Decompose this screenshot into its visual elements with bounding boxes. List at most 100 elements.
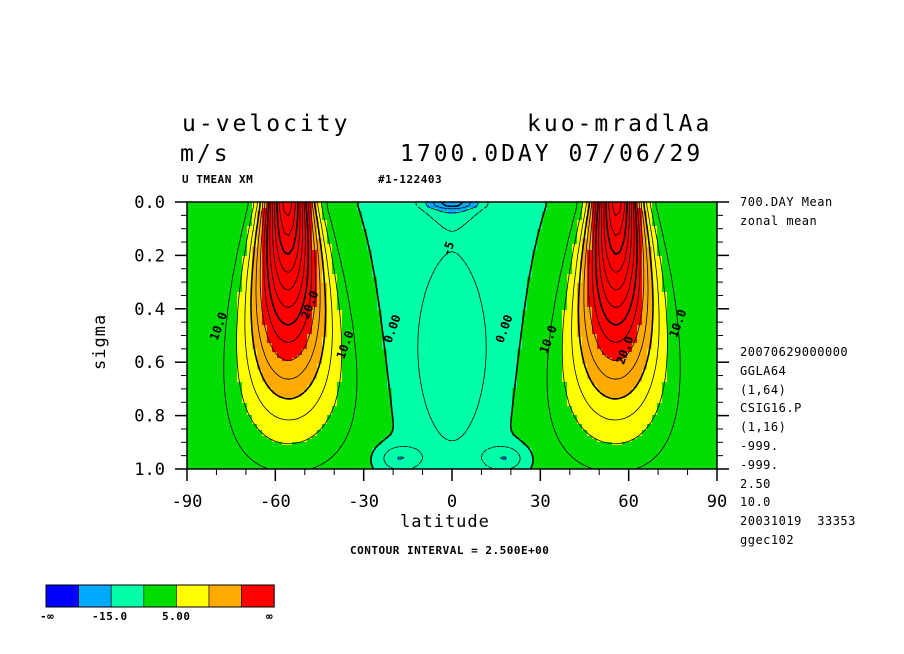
fill-cell [547, 205, 583, 209]
fill-cell [262, 271, 318, 275]
fill-cell [322, 427, 393, 431]
fill-cell [537, 241, 578, 245]
fill-cell [562, 316, 578, 320]
fill-cell [587, 292, 643, 296]
fill-cell [642, 202, 653, 206]
fill-cell [392, 430, 513, 434]
fill-cell [532, 259, 573, 263]
fill-cell [387, 355, 518, 359]
fill-cell [392, 427, 513, 431]
fill-cell [187, 433, 263, 437]
fill-cell [267, 340, 308, 344]
fill-cell [282, 358, 293, 362]
fill-cell [642, 433, 717, 437]
fill-cell [667, 367, 717, 371]
fill-cell [647, 361, 668, 365]
fill-cell [572, 268, 583, 272]
fill-cell [562, 370, 588, 374]
fill-cell [257, 238, 263, 242]
fill-cell [187, 415, 253, 419]
fill-cell [532, 457, 717, 461]
fill-cell [587, 265, 643, 269]
fill-cell [187, 352, 238, 356]
fill-cell [592, 313, 643, 317]
fill-cell [257, 367, 318, 371]
fill-cell [327, 223, 363, 227]
fill-cell [322, 424, 393, 428]
fill-cell [262, 289, 318, 293]
fill-cell [587, 304, 643, 308]
fill-cell [642, 238, 648, 242]
fill-cell [252, 211, 258, 215]
fill-cell [187, 268, 243, 272]
fill-cell [522, 319, 563, 323]
fill-cell [657, 412, 717, 416]
fill-cell [512, 427, 583, 431]
fill-cell [652, 271, 663, 275]
fill-cell [587, 235, 593, 239]
fill-cell [387, 349, 518, 353]
fill-cell [292, 358, 323, 362]
fill-cell [647, 244, 658, 248]
fill-cell [372, 466, 533, 469]
fill-cell [392, 403, 513, 407]
fill-cell [657, 232, 717, 236]
fill-cell [542, 226, 578, 230]
fill-cell [662, 400, 717, 404]
fill-cell [527, 307, 568, 311]
fill-cell [657, 247, 717, 251]
fill-cell [317, 262, 323, 266]
fill-cell [187, 241, 248, 245]
fill-cell [187, 403, 248, 407]
fill-cell [652, 289, 663, 293]
fill-cell [632, 346, 653, 350]
fill-cell [587, 370, 643, 374]
fill-cell [312, 229, 318, 233]
fill-cell [187, 214, 253, 218]
fill-cell [382, 442, 523, 446]
fill-cell [657, 238, 717, 242]
fill-cell [577, 238, 583, 242]
fill-cell [587, 229, 593, 233]
fill-cell [242, 382, 268, 386]
fill-cell [587, 364, 648, 368]
contour-line [432, 202, 472, 210]
fill-cell [587, 433, 643, 437]
fill-cell [662, 394, 717, 398]
fill-cell [527, 277, 568, 281]
fill-cell [332, 409, 393, 413]
fill-cell [622, 442, 717, 446]
fill-cell [562, 355, 583, 359]
fill-cell [642, 319, 653, 323]
fill-cell [642, 280, 653, 284]
side-info-line: -999. [740, 439, 779, 453]
fill-cell [427, 205, 478, 209]
fill-cell [642, 277, 653, 281]
fill-cell [392, 397, 513, 401]
fill-cell [522, 346, 563, 350]
fill-cell [187, 439, 273, 443]
fill-cell [662, 256, 717, 260]
fill-cell [237, 295, 253, 299]
fill-cell [587, 280, 643, 284]
fill-cell [252, 415, 328, 419]
fill-cell [597, 388, 633, 392]
side-info-line: 10.0 [740, 495, 771, 510]
fill-cell [257, 355, 278, 359]
fill-cell [332, 268, 373, 272]
fill-cell [237, 301, 253, 305]
colorbar-label-max: ∞ [266, 610, 274, 623]
fill-cell [242, 259, 253, 263]
fill-cell [382, 325, 523, 329]
fill-cell [582, 355, 608, 359]
fill-cell [187, 331, 238, 335]
fill-cell [262, 226, 313, 230]
fill-cell [187, 457, 373, 461]
fill-cell [667, 292, 717, 296]
fill-cell [572, 262, 583, 266]
fill-cell [317, 304, 328, 308]
fill-cell [322, 241, 328, 245]
fill-cell [327, 421, 393, 425]
fill-cell [187, 316, 238, 320]
fill-cell [377, 277, 528, 281]
